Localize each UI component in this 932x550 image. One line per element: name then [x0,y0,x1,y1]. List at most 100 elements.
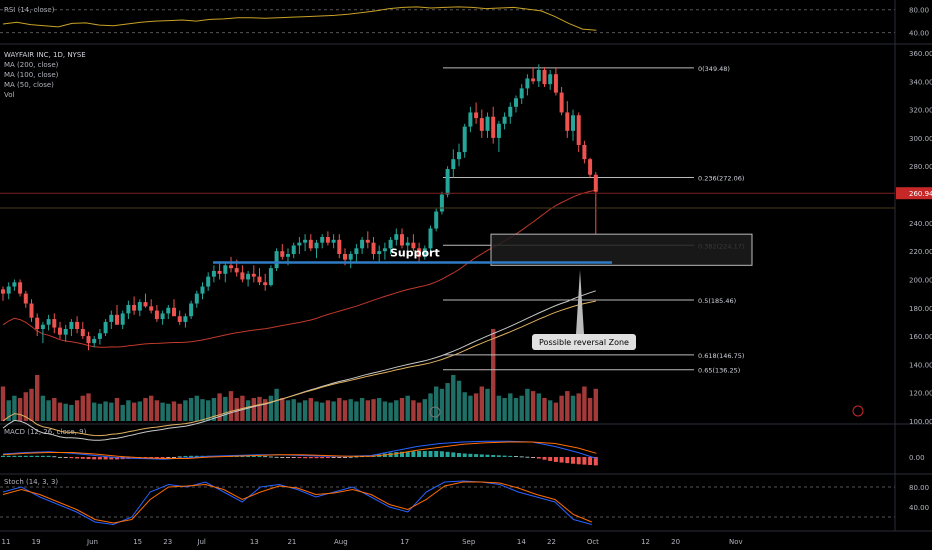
macd-histogram-bar [576,457,581,465]
volume-bar [171,401,177,421]
volume-bar [6,400,11,421]
candle-body [69,321,74,329]
macd-histogram-bar [172,457,176,458]
macd-histogram-bar [183,455,188,457]
volume-bar [23,392,28,421]
volume-bar [52,398,57,421]
candle-body [354,248,359,254]
volume-bar [126,400,131,421]
volume-bar [263,399,268,421]
macd-histogram-bar [354,456,359,458]
macd-histogram-bar [314,457,319,459]
candle-body [251,273,256,277]
volume-bar [502,398,507,421]
macd-histogram-bar [343,457,347,458]
volume-bar [416,402,422,421]
macd-histogram-bar [451,452,456,457]
stoch-d-line [2,481,592,524]
macd-histogram-bar [588,457,593,466]
macd-histogram-bar [502,455,507,457]
macd-histogram-bar [149,457,154,459]
volume-bar [291,399,296,421]
time-tick-label: 17 [400,538,409,546]
macd-histogram-bar [251,455,256,457]
volume-bar [479,386,484,421]
axes-layer: 360.00340.00320.00300.00280.00260.00240.… [0,50,932,546]
macd-histogram-bar [417,451,422,457]
macd-histogram-bar [491,455,496,457]
candle-body [451,159,456,170]
indicator-label-ma200: MA (200, close) [4,61,59,69]
volume-bar [183,400,188,421]
volume-bar [342,400,348,421]
candle-body [189,303,194,317]
candle-body [103,321,108,334]
volume-bar [143,398,148,421]
fib-level-label: 0.65(136.25) [698,367,740,375]
time-tick-label: 20 [671,538,680,546]
macd-histogram-bar [92,457,97,460]
time-tick-label: 13 [250,538,259,546]
candle-body [46,319,51,325]
time-tick-label: 15 [133,538,142,546]
volume-bar [211,398,217,421]
candle-body [229,265,233,269]
volume-bar [29,388,34,421]
macd-histogram-bar [6,455,11,457]
candle-body [519,88,524,99]
volume-bar [188,398,194,421]
volume-bar [325,400,331,421]
candle-body [479,118,484,131]
macd-histogram-bar [531,457,536,458]
volume-bars [0,329,598,421]
macd-histogram-bar [1,455,5,457]
volume-bar [570,395,576,421]
time-tick-label: Oct [587,538,599,546]
indicator-label-vol: Vol [4,91,15,99]
volume-bar [359,398,365,421]
macd-histogram-bar [559,457,564,463]
candle-body [377,251,382,254]
candle-body [291,245,296,254]
callout-pointer [576,270,584,334]
volume-bar [491,329,496,421]
volume-bar [439,388,445,421]
candle-body [52,319,57,328]
macd-histogram-bar [274,456,279,458]
volume-bar [565,391,570,421]
candle-body [303,239,308,243]
volume-bar [177,403,182,421]
stoch-panel-label: Stoch (14, 3, 3) [4,478,58,486]
volume-bar [17,398,23,421]
volume-bar [388,402,393,421]
macd-histogram-bar [286,457,290,458]
volume-bar [394,400,399,421]
candle-body [525,78,530,89]
ma200-line [2,300,596,437]
candle-body [63,329,68,335]
candle-body [160,313,165,320]
volume-bar [0,386,6,421]
macd-histogram-bar [405,451,410,457]
volume-bar [320,402,325,421]
candle-body [531,78,536,82]
macd-histogram-bar [514,456,518,457]
macd-histogram-bar [325,457,330,459]
volume-bar [411,400,416,421]
volume-bar [331,401,336,421]
macd-histogram-bar [571,457,575,464]
candle-body [360,239,365,249]
candle-body [582,145,587,160]
macd-histogram-bar [58,456,62,458]
indicator-label-ma50: MA (50, close) [4,81,54,89]
volume-bar [468,395,473,421]
volume-bar [542,398,547,421]
candle-body [485,116,490,131]
macd-histogram-bar [508,455,513,457]
volume-bar [280,398,285,421]
candle-body [491,116,496,138]
volume-bar [451,375,456,421]
volume-bar [525,388,530,421]
candle-body [80,329,85,337]
